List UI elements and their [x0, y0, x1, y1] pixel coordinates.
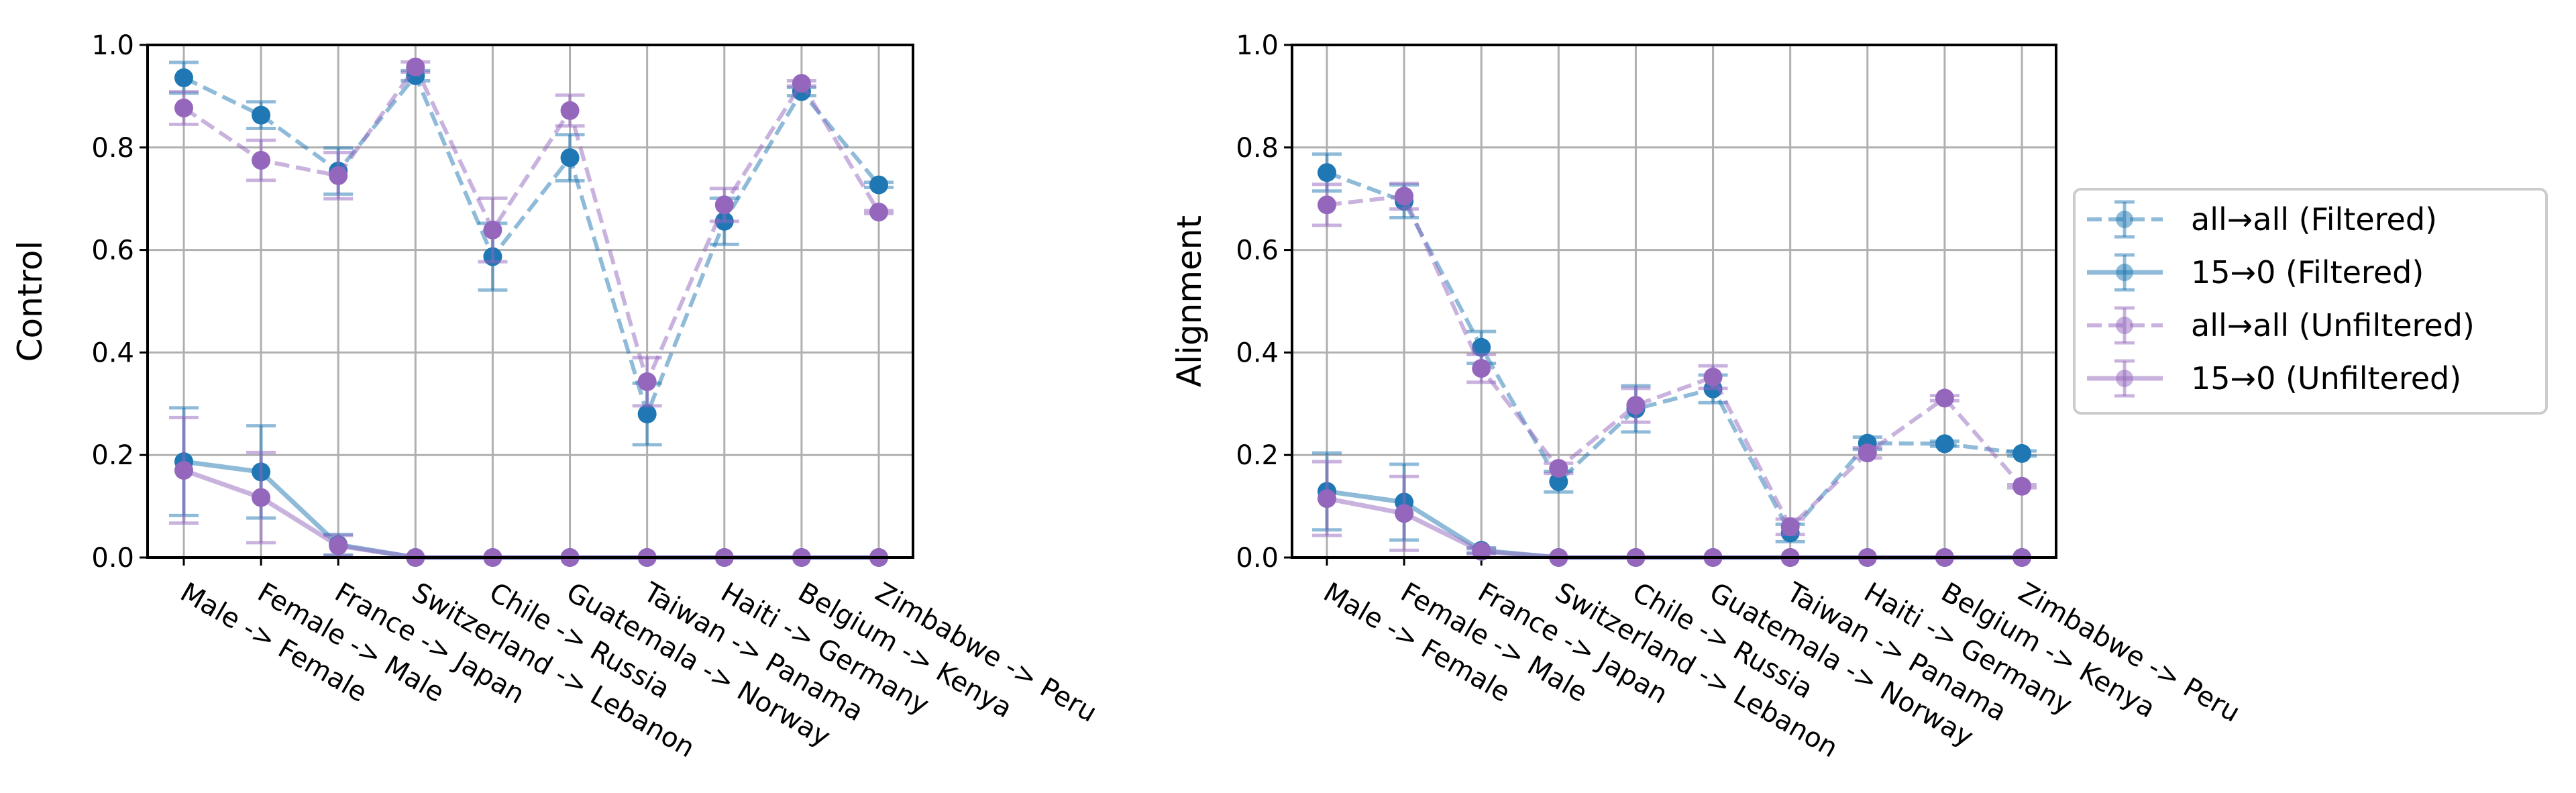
data-point	[1780, 517, 1800, 537]
data-point	[1626, 396, 1646, 415]
y-tick-label: 0.4	[91, 337, 134, 368]
data-point	[637, 372, 657, 391]
data-point	[1395, 504, 1414, 523]
data-point	[1472, 541, 1491, 561]
data-point	[1549, 459, 1568, 478]
data-point	[252, 105, 271, 125]
data-point	[174, 461, 193, 480]
data-point	[1858, 443, 1877, 463]
legend-marker	[2116, 370, 2133, 387]
legend-label: all→all (Unfiltered)	[2191, 307, 2475, 343]
legend-entry: all→all (Unfiltered)	[2087, 306, 2475, 345]
data-point	[174, 68, 193, 87]
data-point	[792, 74, 811, 93]
axes-frame	[146, 44, 914, 559]
series-line	[1326, 170, 2023, 537]
y-tick-label: 0.2	[1236, 440, 1279, 471]
data-point	[329, 536, 348, 556]
data-point	[1549, 472, 1568, 491]
legend-label: 15→0 (Filtered)	[2191, 254, 2424, 290]
y-tick-label: 0.0	[1236, 543, 1279, 574]
y-axis-label: Alignment	[1170, 215, 1209, 387]
series-1	[169, 406, 888, 567]
y-tick-label: 0.0	[91, 543, 134, 574]
legend-label: 15→0 (Unfiltered)	[2191, 360, 2461, 396]
series-3	[169, 415, 888, 567]
series-line	[1326, 496, 2022, 560]
data-point	[714, 195, 734, 215]
data-point	[1935, 388, 1954, 408]
data-point	[1703, 368, 1723, 387]
series-line	[183, 459, 879, 560]
data-point	[869, 203, 888, 222]
legend-marker	[2116, 317, 2133, 334]
y-tick-label: 0.6	[1236, 235, 1279, 266]
data-point	[1318, 489, 1336, 509]
data-point	[1472, 337, 1491, 357]
series-0	[1312, 152, 2037, 543]
y-tick-label: 0.6	[91, 235, 134, 266]
legend-label: all→all (Filtered)	[2191, 201, 2437, 237]
data-point	[2012, 443, 2031, 463]
y-axis-label: Control	[11, 241, 50, 362]
data-point	[329, 166, 348, 185]
y-tick-label: 0.4	[1236, 337, 1279, 368]
data-point	[483, 220, 502, 240]
y-tick-label: 0.8	[91, 133, 134, 164]
data-point	[560, 148, 580, 168]
series-2	[1312, 181, 2037, 537]
series-line	[1326, 194, 2024, 531]
legend-entry: all→all (Filtered)	[2087, 200, 2437, 239]
series-line	[182, 62, 881, 388]
series-0	[169, 60, 894, 447]
y-tick-label: 0.8	[1236, 133, 1279, 164]
legend-entry: 15→0 (Filtered)	[2087, 253, 2424, 292]
data-point	[1318, 195, 1336, 215]
data-point	[1472, 359, 1491, 378]
data-point	[252, 488, 271, 507]
series-line	[182, 72, 881, 421]
legend-box	[2073, 188, 2548, 415]
series-1	[1312, 451, 2031, 567]
data-point	[1318, 163, 1336, 182]
y-tick-label: 1.0	[91, 30, 134, 61]
data-point	[252, 150, 271, 170]
data-point	[1395, 187, 1414, 206]
data-point	[174, 98, 193, 117]
data-point	[869, 175, 888, 195]
y-tick-label: 0.2	[91, 440, 134, 471]
axes-frame	[1291, 44, 2057, 559]
series-line	[182, 468, 879, 560]
legend-entry: 15→0 (Unfiltered)	[2087, 359, 2461, 398]
data-point	[1935, 434, 1954, 454]
data-point	[637, 405, 657, 424]
data-point	[560, 101, 580, 120]
data-point	[2012, 476, 2031, 496]
legend: all→all (Filtered) 15→0 (Filtered) all→all…	[2073, 188, 2548, 415]
data-point	[406, 57, 425, 76]
y-tick-label: 1.0	[1236, 30, 1279, 61]
legend-marker	[2116, 211, 2133, 228]
series-2	[169, 57, 894, 408]
legend-marker	[2116, 264, 2133, 281]
